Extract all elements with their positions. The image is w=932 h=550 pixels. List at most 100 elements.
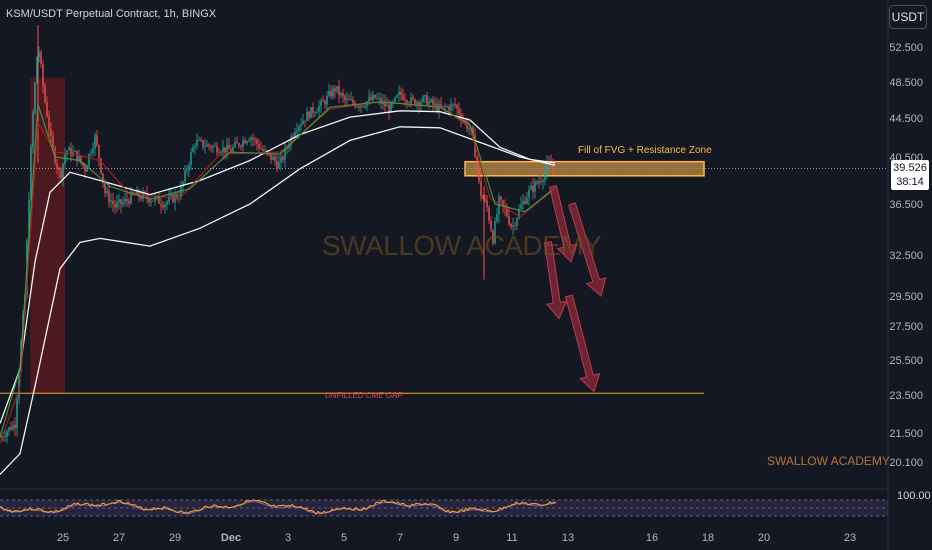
candle-body: [506, 208, 508, 217]
candle-body: [256, 139, 258, 145]
candle-body: [482, 196, 484, 199]
y-tick-label: 27.500: [889, 321, 923, 333]
moving-average-line: [0, 101, 556, 444]
candle-body: [40, 52, 42, 65]
currency-button[interactable]: USDT: [889, 5, 927, 29]
candle-body: [336, 86, 338, 91]
candle-body: [496, 214, 498, 222]
candle-body: [430, 99, 432, 102]
candle-body: [376, 98, 378, 100]
candle-body: [88, 153, 90, 166]
candle-body: [172, 194, 174, 203]
candle-body: [294, 131, 296, 137]
x-tick-label: 23: [844, 532, 856, 544]
candle-body: [90, 152, 92, 154]
x-tick-label: 20: [758, 532, 770, 544]
candle-body: [192, 147, 194, 153]
candle-body: [348, 98, 350, 100]
moving-average-line: [0, 126, 556, 475]
candle-body: [382, 101, 384, 104]
candle-body: [352, 99, 354, 104]
chart-title: KSM/USDT Perpetual Contract, 1h, BINGX: [6, 8, 217, 20]
moving-average-line: [0, 110, 556, 424]
candle-body: [412, 97, 414, 100]
candle-body: [32, 112, 34, 148]
candle-body: [108, 190, 110, 202]
candle-body: [410, 97, 412, 104]
candle-body: [424, 95, 426, 97]
candle-body: [432, 99, 434, 105]
candle-body: [378, 98, 380, 99]
candle-body: [310, 107, 312, 119]
candle-body: [362, 105, 364, 107]
x-tick-label: 9: [453, 532, 459, 544]
y-tick-label: 25.500: [889, 355, 923, 367]
candle-body: [86, 165, 88, 172]
candle-body: [478, 168, 480, 182]
last-price-value: 39.526: [893, 162, 927, 174]
candle-body: [516, 218, 518, 226]
candle-body: [446, 106, 448, 108]
candle-body: [328, 91, 330, 96]
candle-body: [402, 94, 404, 100]
candle-body: [546, 162, 548, 172]
candle-body: [68, 147, 70, 151]
candle-body: [360, 105, 362, 108]
candle-body: [128, 200, 130, 204]
candle-body: [332, 87, 334, 97]
candle-body: [34, 83, 36, 113]
x-tick-label: 18: [702, 532, 714, 544]
candle-body: [298, 126, 300, 131]
candle-body: [246, 141, 248, 144]
candle-body: [448, 106, 450, 111]
candle-body: [18, 372, 20, 400]
candle-body: [194, 145, 196, 148]
candle-body: [552, 167, 554, 169]
candle-body: [126, 199, 128, 201]
candle-body: [42, 64, 44, 87]
candle-body: [180, 186, 182, 198]
candle-body: [84, 165, 86, 172]
candle-body: [350, 99, 352, 101]
candle-body: [276, 160, 278, 169]
candle-body: [406, 100, 408, 104]
x-tick-label: 3: [285, 532, 291, 544]
candle-body: [104, 182, 106, 193]
candle-body: [514, 225, 516, 227]
candle-body: [264, 150, 266, 152]
candle-body: [274, 156, 276, 161]
candle-body: [152, 200, 154, 202]
candle-body: [112, 200, 114, 204]
candle-body: [534, 181, 536, 192]
candle-body: [136, 190, 138, 195]
candle-body: [200, 139, 202, 141]
candle-body: [226, 144, 228, 153]
x-tick-label: 5: [341, 532, 347, 544]
candle-body: [486, 200, 488, 208]
countdown: 38:14: [896, 176, 924, 188]
candle-body: [158, 196, 160, 204]
y-tick-label: 44.500: [889, 113, 923, 125]
candle-body: [492, 230, 494, 244]
candle-body: [370, 97, 372, 100]
candle-body: [548, 162, 550, 164]
candle-body: [234, 142, 236, 147]
candle-body: [282, 157, 284, 160]
candle-body: [52, 135, 54, 149]
candle-body: [130, 192, 132, 204]
candle-body: [404, 99, 406, 101]
candle-body: [186, 170, 188, 171]
candle-body: [198, 139, 200, 141]
candle-body: [476, 157, 478, 169]
candle-body: [62, 163, 64, 178]
candle-body: [312, 107, 314, 114]
candle-body: [536, 181, 538, 184]
candle-body: [160, 203, 162, 206]
candle-body: [304, 120, 306, 122]
candle-body: [414, 99, 416, 106]
candle-body: [64, 154, 66, 164]
candle-body: [184, 170, 186, 182]
candle-body: [260, 148, 262, 150]
candle-body: [428, 101, 430, 106]
